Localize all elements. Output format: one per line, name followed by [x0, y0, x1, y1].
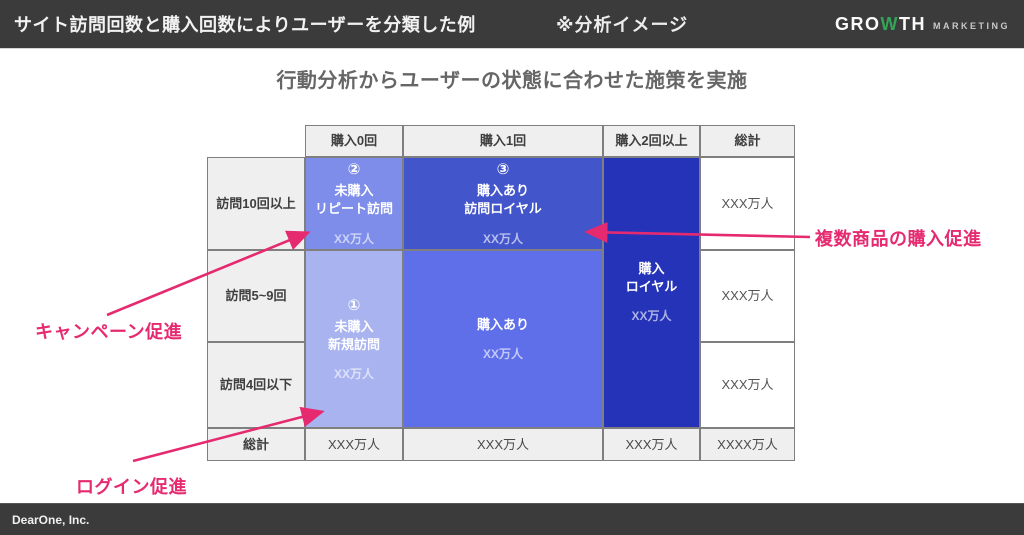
row-header-visits-4less: 訪問4回以下: [207, 342, 305, 428]
col-total-purchase-0: XXX万人: [305, 428, 403, 461]
slide-header-title: サイト訪問回数と購入回数によりユーザーを分類した例: [14, 15, 476, 35]
segment-repeat-no-purchase: ② 未購入 リピート訪問 XX万人: [305, 157, 403, 250]
segment-3-value: XX万人: [482, 231, 523, 246]
company-name: DearOne, Inc.: [12, 513, 90, 527]
segment-visit-loyal: ③ 購入あり 訪問ロイヤル XX万人: [403, 157, 603, 250]
matrix-corner-cell: [207, 125, 305, 157]
col-total-purchase-1: XXX万人: [403, 428, 603, 461]
purchase-loyal-line2: ロイヤル: [625, 278, 678, 294]
segment-2-value: XX万人: [333, 231, 374, 246]
segment-1-number: ①: [347, 296, 361, 314]
purchased-value: XX万人: [482, 347, 523, 362]
segment-2-label-line1: 未購入: [334, 183, 374, 199]
segment-1-label-line2: 新規訪問: [327, 336, 380, 352]
logo-gro: GRO: [834, 13, 881, 34]
logo-green-w-icon: W: [880, 13, 899, 34]
row-header-visits-10plus: 訪問10回以上: [207, 157, 305, 250]
footer-bar: DearOne, Inc.: [0, 503, 1024, 535]
row-total-visits-4less: XXX万人: [700, 342, 795, 428]
purchase-loyal-line1: 購入: [638, 261, 665, 277]
col-total-purchase-2plus: XXX万人: [603, 428, 700, 461]
analysis-note: ※分析イメージ: [556, 15, 689, 35]
row-total-visits-5-9: XXX万人: [700, 250, 795, 342]
purchased-label: 購入あり: [476, 316, 529, 332]
row-total-visits-10plus: XXX万人: [700, 157, 795, 250]
user-segment-matrix: 購入0回 購入1回 購入2回以上 総計 訪問10回以上 ② 未購入 リピート訪問…: [207, 125, 795, 461]
segment-3-label-line1: 購入あり: [476, 183, 529, 199]
logo-tagline: MARKETING: [933, 20, 1010, 31]
col-header-purchase-0: 購入0回: [305, 125, 403, 157]
segment-1-label-line1: 未購入: [334, 318, 374, 334]
annotation-multi-product-promotion: 複数商品の購入促進: [815, 229, 982, 249]
annotation-login-promotion: ログイン促進: [76, 477, 187, 497]
segment-3-label-line2: 訪問ロイヤル: [464, 201, 542, 217]
row-header-grand-total: 総計: [207, 428, 305, 461]
top-bar: サイト訪問回数と購入回数によりユーザーを分類した例 ※分析イメージ GROWTH…: [0, 0, 1024, 49]
growth-marketing-logo: GROWTH MARKETING: [835, 0, 1010, 48]
segment-3-number: ③: [496, 161, 510, 179]
logo-th: TH: [899, 13, 926, 34]
segment-purchase-loyal: 購入 ロイヤル XX万人: [603, 157, 700, 428]
segment-2-number: ②: [347, 161, 361, 179]
logo-wordmark: GROWTH: [835, 14, 926, 35]
segment-2-label-line2: リピート訪問: [314, 201, 393, 217]
col-header-purchase-1: 購入1回: [403, 125, 603, 157]
segment-purchased: 購入あり XX万人: [403, 250, 603, 428]
annotation-campaign-promotion: キャンペーン促進: [35, 322, 183, 342]
page-title: 行動分析からユーザーの状態に合わせた施策を実施: [276, 70, 748, 92]
purchase-loyal-value: XX万人: [631, 309, 672, 324]
row-header-visits-5-9: 訪問5~9回: [207, 250, 305, 342]
segment-new-no-purchase: ① 未購入 新規訪問 XX万人: [305, 250, 403, 428]
col-header-purchase-2plus: 購入2回以上: [603, 125, 700, 157]
segment-1-value: XX万人: [333, 367, 374, 382]
grand-total: XXXX万人: [700, 428, 795, 461]
col-header-total: 総計: [700, 125, 795, 157]
